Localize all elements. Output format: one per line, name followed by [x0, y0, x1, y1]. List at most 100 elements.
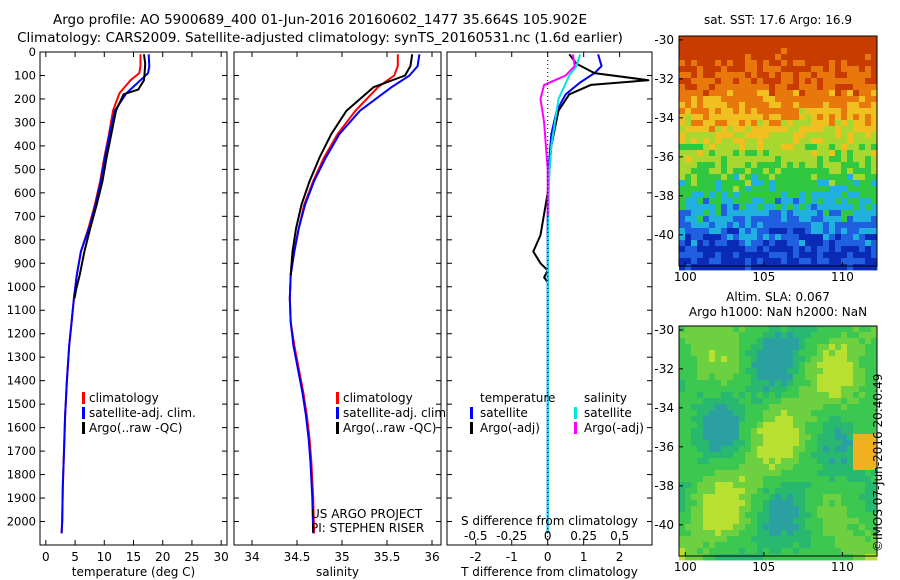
- map-cell: [787, 494, 794, 501]
- map-cell: [691, 252, 698, 259]
- map-cell: [799, 114, 806, 121]
- map-cell: [817, 332, 824, 339]
- map-cell: [703, 416, 710, 423]
- map-cell: [829, 536, 836, 543]
- map-cell: [865, 404, 872, 411]
- map-cell: [853, 428, 860, 435]
- map-cell: [859, 228, 866, 235]
- y-tick-label: 1700: [7, 444, 36, 458]
- map-cell: [691, 216, 698, 223]
- map-cell: [745, 428, 752, 435]
- map-cell: [763, 362, 770, 369]
- map-cell: [745, 264, 752, 271]
- map-cell: [739, 90, 746, 97]
- map-cell: [715, 374, 722, 381]
- map-cell: [865, 144, 872, 151]
- map-cell: [787, 386, 794, 393]
- map-cell: [805, 108, 812, 115]
- map-cell: [829, 374, 836, 381]
- map-cell: [715, 150, 722, 157]
- map-cell: [733, 216, 740, 223]
- map-cell: [745, 216, 752, 223]
- map-cell: [829, 494, 836, 501]
- map-cell: [853, 332, 860, 339]
- map-cell: [691, 380, 698, 387]
- map-cell: [811, 410, 818, 417]
- map-cell: [679, 356, 686, 363]
- map-cell: [841, 174, 848, 181]
- map-cell: [871, 482, 878, 489]
- map-cell: [865, 198, 872, 205]
- map-cell: [841, 356, 848, 363]
- map-cell: [865, 108, 872, 115]
- map-cell: [739, 332, 746, 339]
- map-cell: [769, 162, 776, 169]
- map-cell: [715, 210, 722, 217]
- map-y-tick-label: -34: [654, 111, 674, 125]
- map-cell: [739, 500, 746, 507]
- map-cell: [805, 264, 812, 271]
- map-cell: [733, 536, 740, 543]
- map-cell: [847, 120, 854, 127]
- map-cell: [841, 144, 848, 151]
- map-cell: [739, 488, 746, 495]
- map-cell: [829, 518, 836, 525]
- map-cell: [853, 512, 860, 519]
- map-cell: [745, 530, 752, 537]
- map-cell: [727, 246, 734, 253]
- map-cell: [793, 264, 800, 271]
- map-cell: [769, 258, 776, 265]
- map-cell: [757, 90, 764, 97]
- map-cell: [781, 470, 788, 477]
- map-cell: [751, 90, 758, 97]
- map-cell: [769, 554, 776, 561]
- map-cell: [691, 54, 698, 61]
- map-cell: [811, 404, 818, 411]
- map-frame: [678, 35, 878, 267]
- map-cell: [823, 542, 830, 549]
- map-cell: [865, 168, 872, 175]
- map-cell: [847, 174, 854, 181]
- map-cell: [685, 96, 692, 103]
- map-cell: [727, 252, 734, 259]
- map-cell: [697, 398, 704, 405]
- map-cell: [703, 338, 710, 345]
- map-cell: [757, 332, 764, 339]
- map-cell: [871, 476, 878, 483]
- map-cell: [787, 410, 794, 417]
- map-cell: [691, 536, 698, 543]
- map-cell: [835, 246, 842, 253]
- map-cell: [835, 210, 842, 217]
- map-cell: [727, 476, 734, 483]
- map-cell: [787, 174, 794, 181]
- map-cell: [823, 482, 830, 489]
- map-cell: [847, 470, 854, 477]
- map-cell: [733, 84, 740, 91]
- map-cell: [853, 42, 860, 49]
- map-cell: [751, 356, 758, 363]
- map-cell: [691, 180, 698, 187]
- map-y-tick-label: -38: [654, 479, 674, 493]
- map-cell: [829, 338, 836, 345]
- map-cell: [733, 488, 740, 495]
- map-cell: [871, 246, 878, 253]
- map-cell: [685, 458, 692, 465]
- map-cell: [691, 60, 698, 67]
- map-cell: [841, 398, 848, 405]
- map-cell: [781, 440, 788, 447]
- map-cell: [715, 66, 722, 73]
- x-tick-label: -2: [470, 550, 482, 564]
- map-cell: [685, 530, 692, 537]
- map-cell: [709, 198, 716, 205]
- map-cell: [745, 84, 752, 91]
- map-cell: [865, 518, 872, 525]
- map-cell: [691, 530, 698, 537]
- map-cell: [787, 530, 794, 537]
- map-cell: [859, 476, 866, 483]
- map-cell: [841, 96, 848, 103]
- map-cell: [739, 204, 746, 211]
- map-cell: [721, 470, 728, 477]
- map-cell: [805, 536, 812, 543]
- map-cell: [805, 156, 812, 163]
- map-cell: [703, 536, 710, 543]
